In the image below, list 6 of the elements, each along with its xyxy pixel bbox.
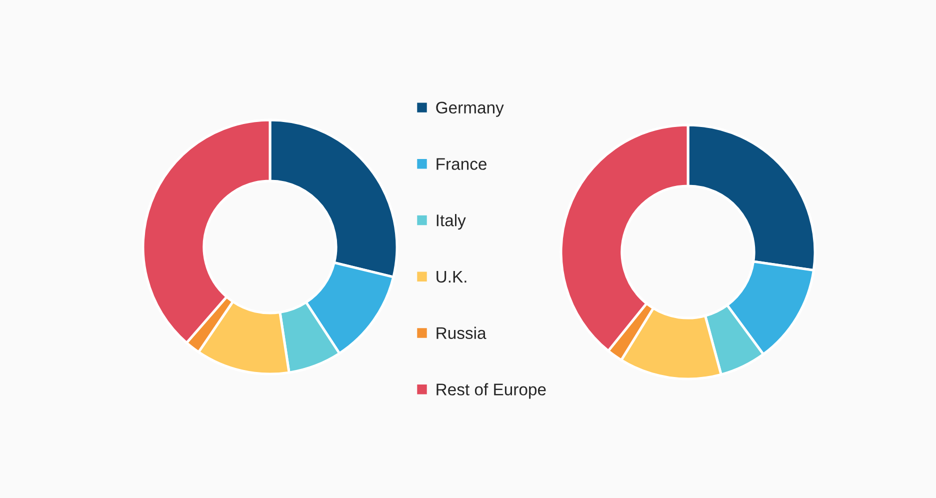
legend-label: France <box>436 158 486 170</box>
legend-label: Germany <box>436 102 504 117</box>
legend-label: U.K. <box>436 271 466 283</box>
legend-label: Rest of Europe <box>436 383 546 399</box>
legend-label: Italy <box>436 214 466 230</box>
legend-label: Russia <box>436 326 486 340</box>
